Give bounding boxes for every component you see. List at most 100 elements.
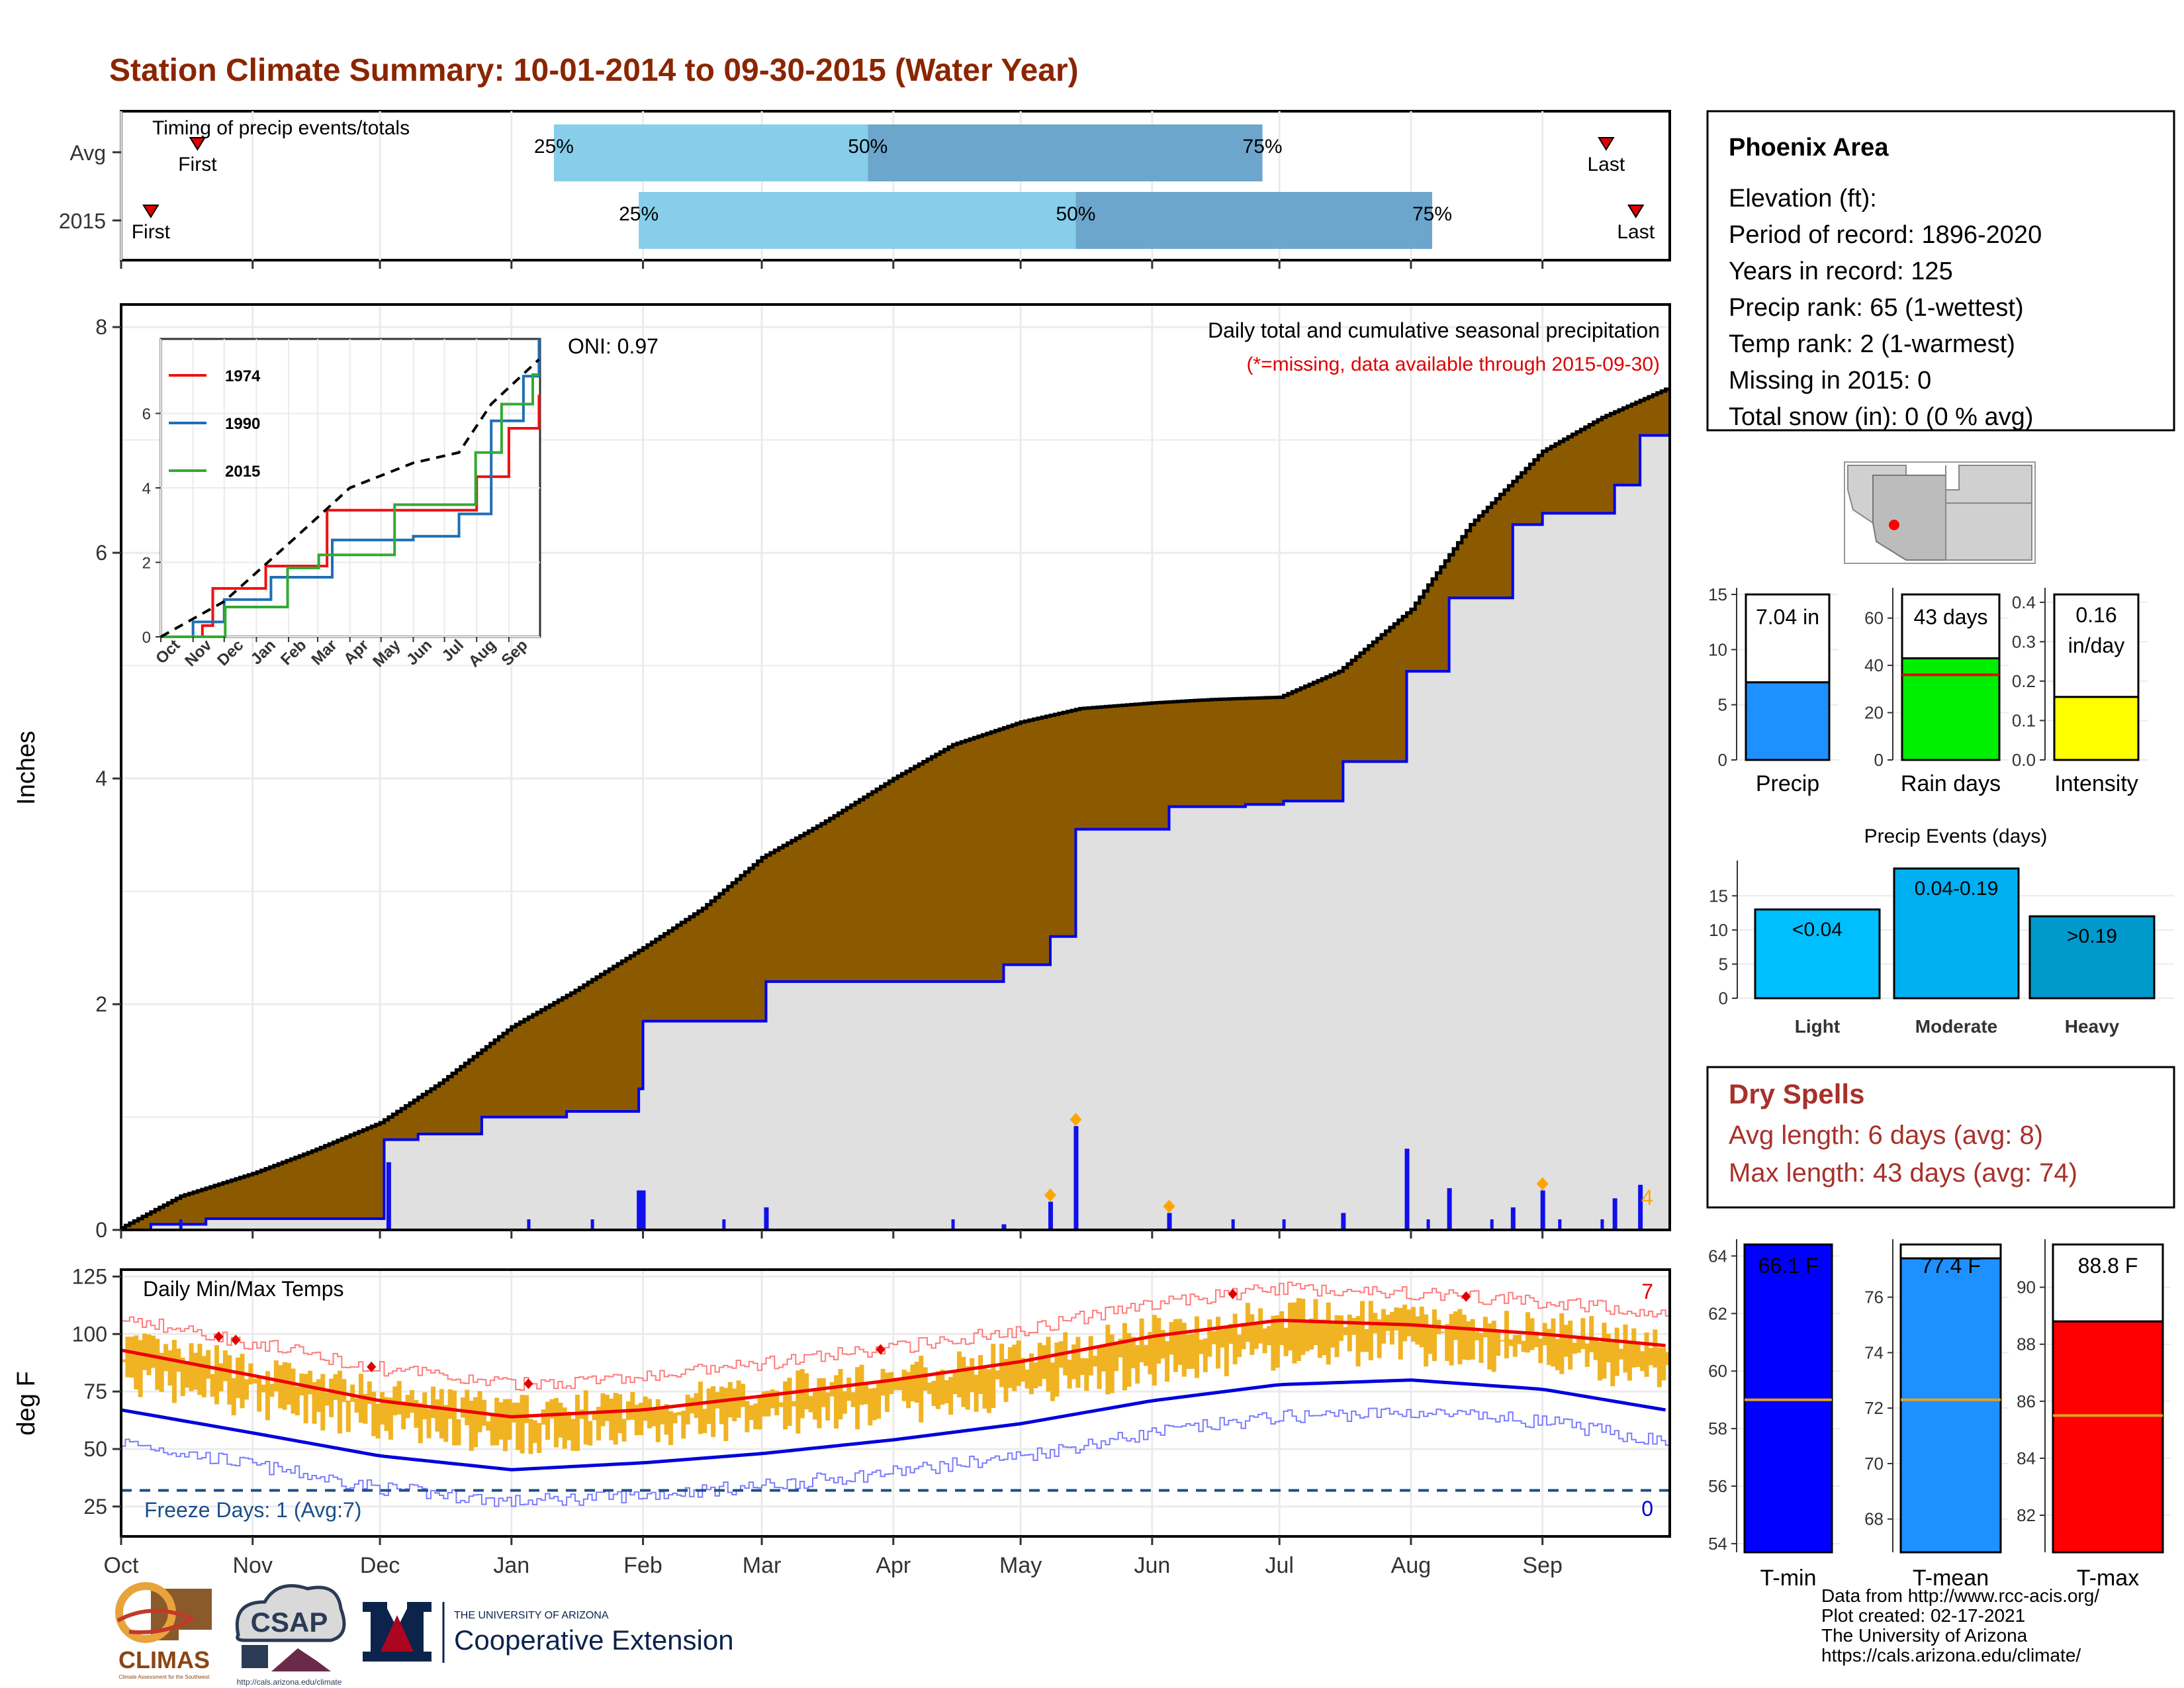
daily-temp-range-bar <box>490 1415 495 1446</box>
daily-precip-bar <box>764 1207 769 1230</box>
daily-temp-range-bar <box>375 1403 381 1439</box>
daily-precip-bar <box>637 1190 642 1230</box>
daily-temp-range-bar <box>1440 1331 1445 1333</box>
daily-temp-range-bar <box>570 1419 576 1451</box>
daily-temp-range-bar <box>706 1388 711 1425</box>
daily-temp-range-bar <box>889 1372 894 1395</box>
daily-temp-range-bar <box>817 1378 822 1429</box>
ua-main-text: Cooperative Extension <box>454 1624 734 1656</box>
daily-temp-range-bar <box>914 1362 919 1403</box>
daily-precip-bar <box>1558 1219 1562 1230</box>
daily-temp-range-bar <box>150 1335 156 1368</box>
daily-temp-range-bar <box>345 1400 351 1432</box>
daily-temp-range-bar <box>1105 1325 1111 1395</box>
daily-temp-range-bar <box>834 1375 839 1429</box>
daily-precip-bar <box>386 1162 391 1230</box>
daily-temp-range-bar <box>672 1413 678 1424</box>
inset-legend-label: 1974 <box>225 367 261 385</box>
record-low-count: 0 <box>1641 1497 1653 1521</box>
daily-temp-range-bar <box>240 1354 245 1409</box>
timing-first-label: First <box>178 154 217 175</box>
temp-y-tick-label: 100 <box>72 1322 107 1346</box>
daily-temp-range-bar <box>1079 1358 1085 1376</box>
daily-temp-range-bar <box>324 1392 330 1406</box>
temp-summary-y-tick-label: 72 <box>1864 1398 1884 1418</box>
daily-temp-range-bar <box>1084 1358 1089 1391</box>
observed-cumulative-area <box>121 435 1670 1230</box>
ua-a-inner <box>381 1615 414 1652</box>
temp-summary-y-tick-label: 58 <box>1708 1419 1727 1438</box>
daily-temp-range-bar <box>676 1412 682 1416</box>
daily-temp-range-bar <box>1075 1336 1081 1388</box>
temp-summary-category-label: T-mean <box>1913 1566 1989 1591</box>
temp-y-tick-label: 25 <box>83 1495 107 1519</box>
daily-temp-range-bar <box>1657 1347 1662 1387</box>
temp-summary-y-tick-label: 62 <box>1708 1303 1727 1323</box>
daily-temp-range-bar <box>1126 1333 1132 1387</box>
temp-summary-y-tick-label: 60 <box>1708 1361 1727 1381</box>
summary-value-label: 0.16 <box>2075 603 2116 627</box>
daily-temp-range-bar <box>1648 1348 1653 1366</box>
summary-value-label: in/day <box>2068 633 2124 657</box>
station-name: Phoenix Area <box>1729 134 1889 162</box>
daily-temp-range-bar <box>537 1423 542 1453</box>
daily-temp-range-bar <box>465 1389 470 1426</box>
climas-logo-wave <box>116 1609 197 1634</box>
daily-temp-range-bar <box>944 1380 949 1403</box>
daily-low-record-line <box>121 1407 1670 1507</box>
daily-precip-bar <box>1510 1207 1516 1230</box>
daily-temp-range-bar <box>1661 1347 1666 1381</box>
station-frame <box>1706 110 2175 432</box>
daily-temp-range-bar <box>1296 1298 1301 1362</box>
inset-y-tick-label: 2 <box>142 555 151 573</box>
daily-temp-range-bar <box>1538 1338 1543 1364</box>
daily-temp-range-bar <box>278 1365 283 1409</box>
daily-precip-bar <box>951 1219 955 1230</box>
daily-temp-range-bar <box>426 1409 432 1438</box>
daily-temp-range-bar <box>778 1402 784 1407</box>
summary-y-tick-label: 0.1 <box>2012 710 2036 730</box>
daily-temp-range-bar <box>320 1374 326 1430</box>
daily-temp-range-bar <box>1389 1311 1394 1345</box>
daily-temp-range-bar <box>1496 1330 1501 1356</box>
daily-temp-range-bar <box>965 1366 970 1410</box>
daily-temp-range-bar <box>1580 1318 1586 1350</box>
csap-logo-text: CSAP <box>251 1607 328 1638</box>
heavy-event-marker <box>1163 1199 1175 1213</box>
inset-line-2015 <box>161 373 539 638</box>
temp-summary-y-tick-label: 86 <box>2017 1391 2036 1411</box>
daily-temp-range-bar <box>719 1386 724 1425</box>
daily-temp-range-bar <box>138 1340 143 1397</box>
temp-summary-bar-2 <box>2052 1320 2164 1554</box>
daily-temp-range-bar <box>961 1356 966 1407</box>
station-location-dot <box>1889 520 1899 530</box>
summary-y-tick-label: 0.0 <box>2012 750 2036 770</box>
daily-temp-range-bar <box>396 1381 402 1415</box>
month-tick-label: Mar <box>743 1553 782 1578</box>
daily-temp-range-bar <box>711 1386 716 1437</box>
precip-y-tick-label: 0 <box>95 1218 107 1242</box>
daily-temp-range-bar <box>753 1403 758 1430</box>
inset-legend-label: 1990 <box>225 415 260 433</box>
summary-bar-0 <box>1745 681 1831 761</box>
month-tick-label: Sep <box>1522 1553 1563 1578</box>
daily-temp-range-bar <box>1152 1315 1157 1386</box>
summary-y-tick-label: 5 <box>1718 695 1727 715</box>
daily-temp-range-bar <box>1330 1323 1336 1348</box>
daily-temp-range-bar <box>774 1390 780 1416</box>
daily-temp-range-bar <box>545 1401 551 1440</box>
daily-precip-bar <box>527 1219 531 1230</box>
daily-temp-range-bar <box>838 1369 843 1420</box>
daily-temp-range-bar <box>1169 1322 1174 1355</box>
climas-logo-subtext: Climate Assessment for the Southwest <box>119 1674 210 1680</box>
daily-temp-range-bar <box>218 1363 224 1391</box>
daily-temp-range-bar <box>388 1397 393 1440</box>
daily-temp-range-bar <box>1160 1330 1165 1359</box>
daily-temp-range-bar <box>791 1401 796 1407</box>
daily-temp-range-bar <box>829 1382 835 1397</box>
daily-temp-range-bar <box>613 1393 618 1445</box>
temp-summary-y-tick-label: 76 <box>1864 1288 1884 1307</box>
daily-temp-range-bar <box>846 1377 852 1401</box>
daily-temp-range-bar <box>1377 1319 1382 1358</box>
daily-temp-range-bar <box>367 1381 372 1404</box>
